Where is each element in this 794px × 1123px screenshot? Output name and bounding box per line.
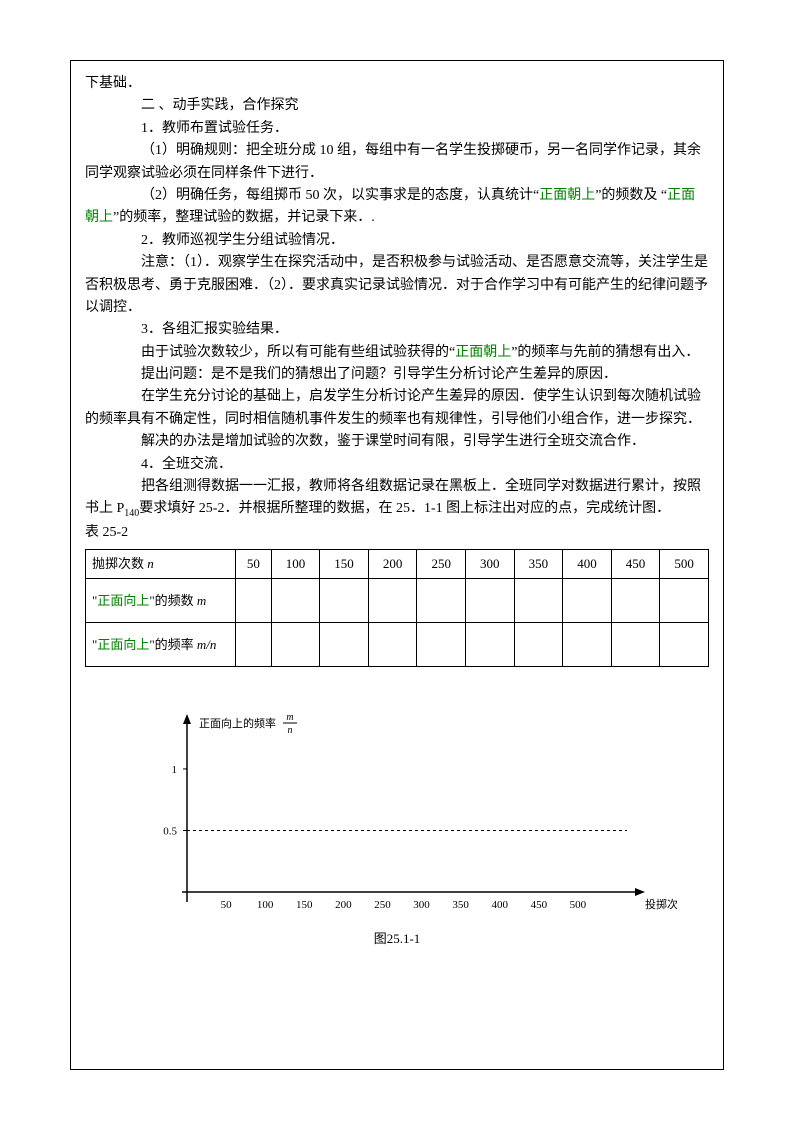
svg-text:450: 450 (531, 899, 548, 911)
paragraph: 解决的办法是增加试验的次数，鉴于课堂时间有限，引导学生进行全班交流合作． (85, 431, 709, 453)
svg-text:投掷次数n: 投掷次数n (645, 897, 677, 911)
paragraph: （1）明确规则：把全班分成 10 组，每组中有一名学生投掷硬币，另一名同学作记录… (85, 140, 709, 185)
text: ”的频率，整理试验的数据，并记录下来．. (113, 210, 375, 225)
paragraph: 在学生充分讨论的基础上，启发学生分析讨论产生差异的原因．使学生认识到每次随机试验… (85, 386, 709, 431)
paragraph: 提出问题：是不是我们的猜想出了问题？引导学生分析讨论产生差异的原因． (85, 364, 709, 386)
svg-text:350: 350 (452, 899, 469, 911)
table-cell (320, 579, 369, 623)
frequency-table: 抛掷次数 n 50 100 150 200 250 300 350 400 45… (85, 549, 709, 668)
svg-text:100: 100 (257, 899, 274, 911)
svg-text:50: 50 (221, 899, 233, 911)
paragraph: 4．全班交流． (85, 454, 709, 476)
table-cell: 200 (368, 549, 417, 579)
table-row: "正面向上"的频数 m (86, 579, 709, 623)
table-cell (417, 623, 466, 667)
text: 由于试验次数较少，所以有可能有些组试验获得的“ (141, 345, 455, 360)
highlighted-text: 正面向上 (97, 593, 149, 608)
text: 提出问题：是不是我们的猜想出了问题？引导学生分析讨论产生差异的原因． (141, 367, 617, 382)
table-header-cell: 抛掷次数 n (86, 549, 236, 579)
table-cell (320, 623, 369, 667)
table-cell (368, 623, 417, 667)
table-cell (611, 623, 660, 667)
table-cell: 500 (660, 549, 709, 579)
table-cell: 250 (417, 549, 466, 579)
svg-text:0.5: 0.5 (163, 826, 177, 838)
table-cell: 350 (514, 549, 563, 579)
text: ”的频率与先前的猜想有出入． (511, 345, 699, 360)
table-cell (660, 623, 709, 667)
text: （1）明确规则：把全班分成 10 组，每组中有一名学生投掷硬币，另一名同学作记录… (85, 143, 701, 180)
table-cell (466, 579, 515, 623)
paragraph: 由于试验次数较少，所以有可能有些组试验获得的“正面朝上”的频率与先前的猜想有出入… (85, 342, 709, 364)
svg-text:500: 500 (570, 899, 587, 911)
variable: m/n (197, 637, 217, 652)
text: "的频率 (149, 637, 197, 652)
table-cell (271, 579, 320, 623)
paragraph: （2）明确任务，每组掷币 50 次，以实事求是的态度，认真统计“正面朝上”的频数… (85, 185, 709, 230)
table-label: 表 25-2 (85, 522, 709, 544)
text: 注意：（1）．观察学生在探究活动中，是否积极参与试验活动、是否愿意交流等，关注学… (85, 255, 708, 315)
svg-text:n: n (288, 725, 293, 736)
table-cell: 150 (320, 549, 369, 579)
table-cell (417, 579, 466, 623)
highlighted-text: 正面朝上 (539, 188, 595, 203)
table-cell (236, 623, 272, 667)
table-cell (514, 623, 563, 667)
text: ”的频数及 “ (595, 188, 667, 203)
text: 抛掷次数 (92, 556, 147, 571)
svg-text:150: 150 (296, 899, 313, 911)
section-heading: 二 、动手实践，合作探究 (85, 95, 709, 117)
paragraph: 注意：（1）．观察学生在探究活动中，是否积极参与试验活动、是否愿意交流等，关注学… (85, 252, 709, 319)
table-cell (611, 579, 660, 623)
highlighted-text: 正面向上 (97, 637, 149, 652)
highlighted-text: 正面朝上 (455, 345, 511, 360)
svg-text:1: 1 (172, 764, 178, 776)
paragraph: 把各组测得数据一一汇报，教师将各组数据记录在黑板上．全班同学对数据进行累计，按照… (85, 476, 709, 522)
svg-text:200: 200 (335, 899, 352, 911)
page-border: 下基础． 二 、动手实践，合作探究 1．教师布置试验任务． （1）明确规则：把全… (70, 60, 724, 1070)
table-header-cell: "正面向上"的频数 m (86, 579, 236, 623)
table-row: "正面向上"的频率 m/n (86, 623, 709, 667)
table-cell (514, 579, 563, 623)
text: 解决的办法是增加试验的次数，鉴于课堂时间有限，引导学生进行全班交流合作． (141, 434, 645, 449)
variable: n (147, 556, 154, 571)
table-cell (660, 579, 709, 623)
svg-text:250: 250 (374, 899, 391, 911)
table-cell: 300 (466, 549, 515, 579)
table-header-cell: "正面向上"的频率 m/n (86, 623, 236, 667)
table-cell (271, 623, 320, 667)
paragraph: 3．各组汇报实验结果． (85, 319, 709, 341)
table-cell (368, 579, 417, 623)
table-cell: 100 (271, 549, 320, 579)
svg-text:400: 400 (491, 899, 508, 911)
main-content: 下基础． 二 、动手实践，合作探究 1．教师布置试验任务． （1）明确规则：把全… (85, 73, 709, 950)
table-row: 抛掷次数 n 50 100 150 200 250 300 350 400 45… (86, 549, 709, 579)
chart-container: 0.5150100150200250300350400450500正面向上的频率… (85, 697, 709, 927)
table-cell (563, 623, 612, 667)
text: "的频数 (149, 593, 197, 608)
paragraph: 2．教师巡视学生分组试验情况． (85, 230, 709, 252)
figure-caption: 图25.1-1 (85, 929, 709, 950)
variable: m (197, 593, 206, 608)
table-cell (563, 579, 612, 623)
text: （2）明确任务，每组掷币 50 次，以实事求是的态度，认真统计“ (141, 188, 539, 203)
text: 在学生充分讨论的基础上，启发学生分析讨论产生差异的原因．使学生认识到每次随机试验… (85, 389, 701, 426)
table-cell (236, 579, 272, 623)
paragraph: 下基础． (85, 73, 709, 95)
svg-text:正面向上的频率: 正面向上的频率 (199, 716, 276, 730)
frequency-chart: 0.5150100150200250300350400450500正面向上的频率… (117, 697, 677, 927)
svg-text:300: 300 (413, 899, 430, 911)
subscript: 140 (124, 508, 139, 519)
text: 要求填好 25-2．并根据所整理的数据，在 25．1-1 图上标注出对应的点，完… (139, 501, 670, 516)
table-cell: 400 (563, 549, 612, 579)
svg-text:m: m (286, 712, 293, 723)
table-cell: 50 (236, 549, 272, 579)
paragraph: 1．教师布置试验任务． (85, 118, 709, 140)
table-cell: 450 (611, 549, 660, 579)
table-cell (466, 623, 515, 667)
